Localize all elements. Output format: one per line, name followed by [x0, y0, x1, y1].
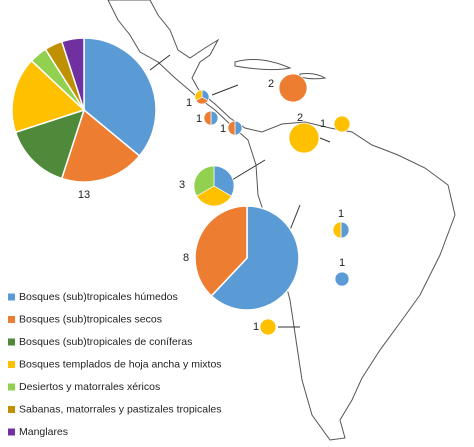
legend-swatch	[8, 316, 15, 323]
pie-count-label: 1	[253, 321, 259, 333]
pie-slice	[278, 73, 308, 103]
legend-label: Desiertos y matorrales xéricos	[19, 381, 160, 393]
pie-slice	[60, 108, 141, 183]
pie-slice	[60, 37, 85, 111]
pie-slice	[340, 221, 350, 239]
legend-swatch	[8, 383, 15, 391]
legend-label: Manglares	[19, 426, 68, 438]
pie-slice	[203, 110, 212, 126]
pie-count-label: 1	[186, 97, 192, 109]
legend-label: Bosques templados de hoja ancha y mixtos	[19, 358, 222, 370]
pie-count-label: 2	[297, 112, 303, 124]
pie-count-label: 8	[183, 252, 189, 264]
pie-slice	[194, 89, 203, 101]
legend-swatch	[8, 361, 15, 368]
legend: Bosques (sub)tropicales húmedos Bosques (…	[8, 291, 222, 438]
pie-count-label: 3	[179, 179, 185, 191]
pie-count-label: 13	[78, 189, 90, 201]
caribbean-island	[234, 59, 292, 71]
legend-swatch	[8, 428, 15, 436]
pie-slice	[333, 115, 351, 133]
pie-slice	[83, 37, 157, 157]
pie-slice	[11, 59, 86, 134]
pie-slice	[288, 122, 320, 154]
legend-label: Sabanas, matorrales y pastizales tropica…	[19, 403, 222, 415]
legend-swatch	[8, 293, 15, 301]
legend-swatch	[8, 338, 15, 346]
pie-slice	[210, 110, 219, 126]
pie-slice	[332, 221, 342, 239]
pie-slice	[194, 205, 248, 297]
pie-slice	[234, 120, 243, 136]
pie-count-label: 1	[196, 113, 202, 125]
pie-count-label: 1	[320, 118, 326, 130]
pie-slice	[259, 318, 277, 336]
pie-count-label: 1	[220, 123, 226, 135]
pie-slice	[210, 205, 300, 311]
legend-label: Bosques (sub)tropicales secos	[19, 313, 162, 325]
legend-swatch	[8, 406, 15, 413]
pie-count-label: 1	[338, 208, 344, 220]
pie-slice	[334, 271, 350, 287]
legend-label: Bosques (sub)tropicales húmedos	[19, 291, 178, 303]
pie-slice	[227, 120, 236, 136]
pie-count-label: 1	[339, 257, 345, 269]
legend-label: Bosques (sub)tropicales de coníferas	[19, 336, 192, 348]
pie-count-label: 2	[268, 78, 274, 90]
caribbean-island	[299, 73, 327, 80]
pie-slice	[193, 165, 215, 197]
